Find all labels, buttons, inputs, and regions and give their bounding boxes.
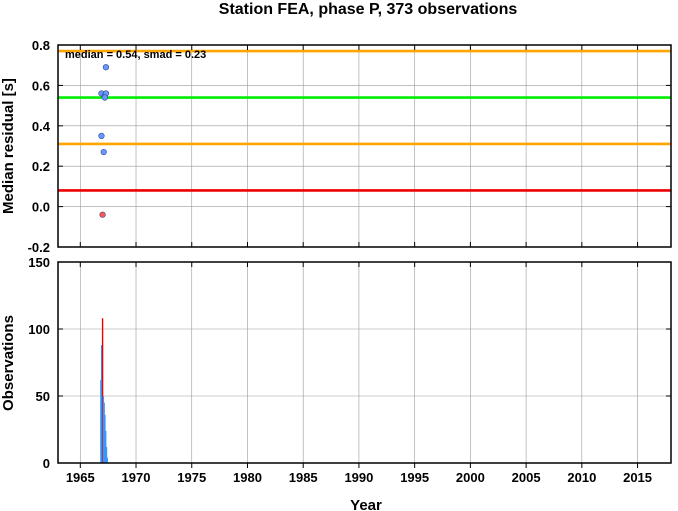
observations-bar: [102, 396, 105, 463]
residual-point: [98, 132, 105, 139]
x-tick-label: 1980: [233, 470, 262, 485]
residual-y-ticks: -0.2 0.0 0.2 0.4 0.6 0.8: [28, 38, 671, 255]
residual-plot-frame: [57, 44, 672, 248]
observations-grid: [58, 261, 671, 464]
residual-point: [99, 211, 106, 218]
residual-point: [101, 94, 108, 101]
residual-y-tick-label: 0.0: [32, 200, 50, 215]
observations-bars: [100, 318, 108, 463]
x-tick-label: 1990: [344, 470, 373, 485]
observations-y-tick-label: 100: [28, 322, 50, 337]
chart-title: Station FEA, phase P, 373 observations: [219, 1, 518, 18]
residual-y-tick-label: 0.2: [32, 159, 50, 174]
x-tick-label: 1995: [400, 470, 429, 485]
observations-y-ticks: 0 50 100 150: [28, 255, 671, 471]
residual-y-tick-label: 0.4: [32, 119, 51, 134]
residual-y-tick-label: 0.8: [32, 38, 50, 53]
observations-bar: [101, 318, 104, 463]
x-tick-label: 2000: [456, 470, 485, 485]
residual-grid: [58, 44, 671, 248]
x-tick-label: 1985: [289, 470, 318, 485]
observations-y-tick-label: 150: [28, 255, 50, 270]
x-tick-label: 1975: [177, 470, 206, 485]
observations-bar: [104, 414, 106, 463]
residual-points: [98, 64, 110, 218]
residual-panel: -0.2 0.0 0.2 0.4 0.6 0.8 median = 0.54, smad …: [0, 38, 672, 255]
observations-bar: [100, 345, 103, 463]
observations-bar: [103, 402, 105, 463]
observations-y-tick-label: 0: [43, 456, 50, 471]
x-tick-label: 2005: [512, 470, 541, 485]
observations-x-ticks: 1965 1970 1975 1980 1985 1990 1995 2000 2005 2010…: [66, 262, 652, 485]
residual-y-tick-label: -0.2: [28, 240, 50, 255]
observations-y-tick-label: 50: [36, 389, 50, 404]
x-tick-label: 1965: [66, 470, 95, 485]
observations-y-axis-label: Observations: [0, 315, 17, 411]
median-smad-annotation: median = 0.54, smad = 0.23: [65, 49, 206, 61]
observations-bar: [105, 446, 108, 463]
x-tick-label: 1970: [122, 470, 151, 485]
x-tick-label: 2015: [623, 470, 652, 485]
residual-point: [102, 64, 110, 71]
residual-x-ticks: [79, 45, 639, 247]
observations-bar: [105, 430, 107, 463]
residual-y-tick-label: 0.6: [32, 78, 50, 93]
observations-panel: 0 50 100 150 1965 1970 1975 1980 1985 1990 1995 20…: [0, 255, 672, 511]
observations-bar: [106, 457, 108, 463]
residual-point: [100, 148, 107, 156]
residual-y-axis-label: Median residual [s]: [0, 78, 17, 214]
x-axis-label: Year: [350, 497, 382, 511]
observations-plot-frame: [57, 261, 672, 464]
observations-bar: [100, 379, 102, 463]
x-tick-label: 2010: [567, 470, 596, 485]
residual-reference-lines: [58, 49, 671, 192]
